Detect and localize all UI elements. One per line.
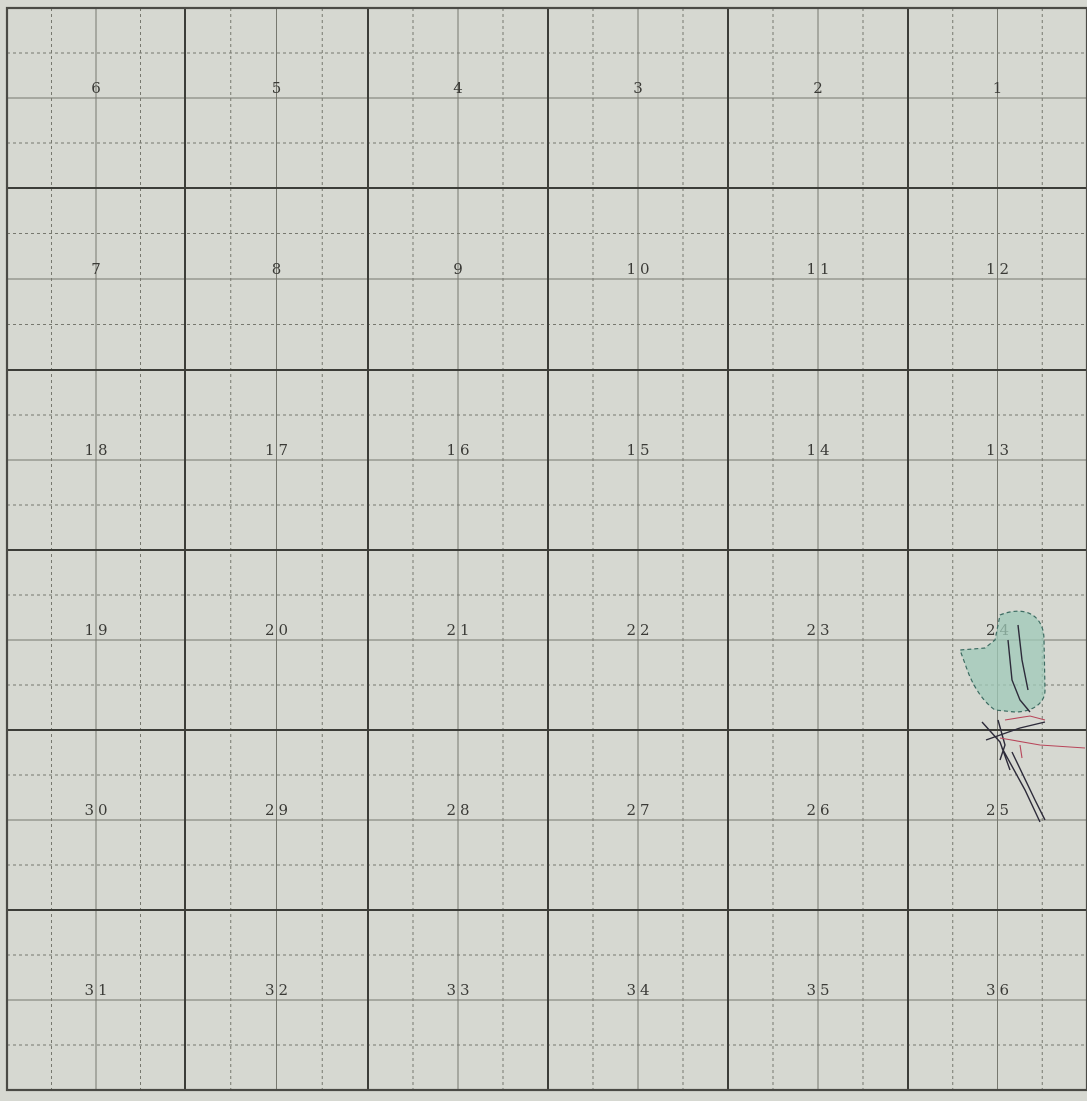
section-number-11: 11 [806,260,833,278]
section-number-15: 15 [626,441,653,459]
section-number-16: 16 [446,441,473,459]
section-number-29: 29 [265,801,292,819]
section-number-6: 6 [91,79,105,97]
section-number-10: 10 [626,260,653,278]
section-number-31: 31 [84,981,111,999]
section-number-34: 34 [626,981,653,999]
section-number-13: 13 [986,441,1013,459]
section-number-28: 28 [446,801,473,819]
section-number-2: 2 [813,79,827,97]
section-number-3: 3 [633,79,647,97]
section-number-12: 12 [986,260,1013,278]
section-number-32: 32 [265,981,292,999]
section-number-17: 17 [265,441,292,459]
section-number-36: 36 [986,981,1013,999]
section-number-22: 22 [626,621,653,639]
section-number-18: 18 [84,441,111,459]
section-number-21: 21 [446,621,473,639]
section-number-14: 14 [806,441,833,459]
section-number-25: 25 [986,801,1013,819]
section-number-26: 26 [806,801,833,819]
section-number-9: 9 [453,260,467,278]
section-number-4: 4 [453,79,467,97]
section-number-19: 19 [84,621,111,639]
section-number-8: 8 [272,260,286,278]
section-number-33: 33 [446,981,473,999]
section-number-20: 20 [265,621,292,639]
section-number-23: 23 [806,621,833,639]
section-number-7: 7 [91,260,105,278]
section-number-35: 35 [806,981,833,999]
section-number-1: 1 [993,79,1007,97]
section-number-5: 5 [272,79,286,97]
section-number-30: 30 [84,801,111,819]
section-number-27: 27 [626,801,653,819]
